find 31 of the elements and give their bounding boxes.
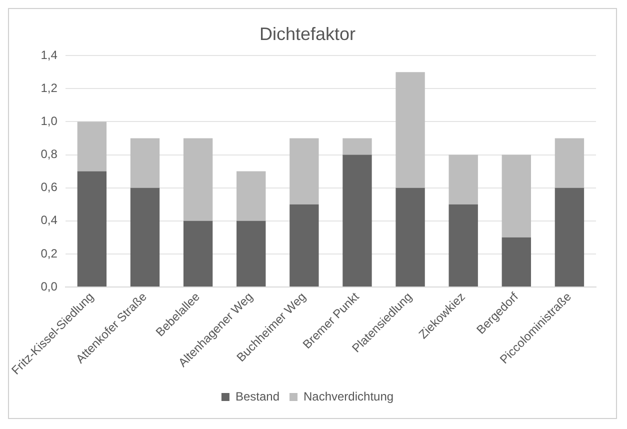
bar: [396, 72, 425, 188]
legend-label: Bestand: [235, 389, 280, 404]
chart-title: Dichtefaktor: [259, 24, 356, 44]
bar: [502, 237, 532, 287]
bar: [342, 138, 372, 155]
bar: [183, 138, 213, 221]
y-tick-label: 0,8: [40, 147, 58, 162]
bar: [130, 188, 160, 287]
bar: [236, 171, 266, 221]
bar: [290, 204, 319, 287]
bar: [502, 154, 532, 238]
bar: [448, 154, 478, 204]
y-tick-label: 0,6: [40, 180, 58, 194]
y-tick-label: 1,2: [40, 80, 58, 95]
bar: [183, 220, 213, 287]
bar: [77, 122, 107, 172]
y-tick-label: 1,0: [40, 114, 58, 128]
bar: [77, 171, 107, 287]
y-tick-label: 0,0: [40, 279, 58, 294]
bar: [554, 138, 584, 188]
y-tick-label: 0,4: [40, 213, 58, 228]
bar: [448, 204, 478, 287]
bar: [130, 138, 160, 188]
bar: [290, 138, 319, 204]
bar: [342, 154, 372, 287]
legend-label: Nachverdichtung: [303, 389, 394, 404]
bar: [396, 188, 425, 287]
bar: [236, 220, 266, 287]
bar: [554, 188, 584, 287]
y-tick-label: 0,2: [40, 246, 58, 260]
y-tick-label: 1,4: [40, 48, 58, 62]
